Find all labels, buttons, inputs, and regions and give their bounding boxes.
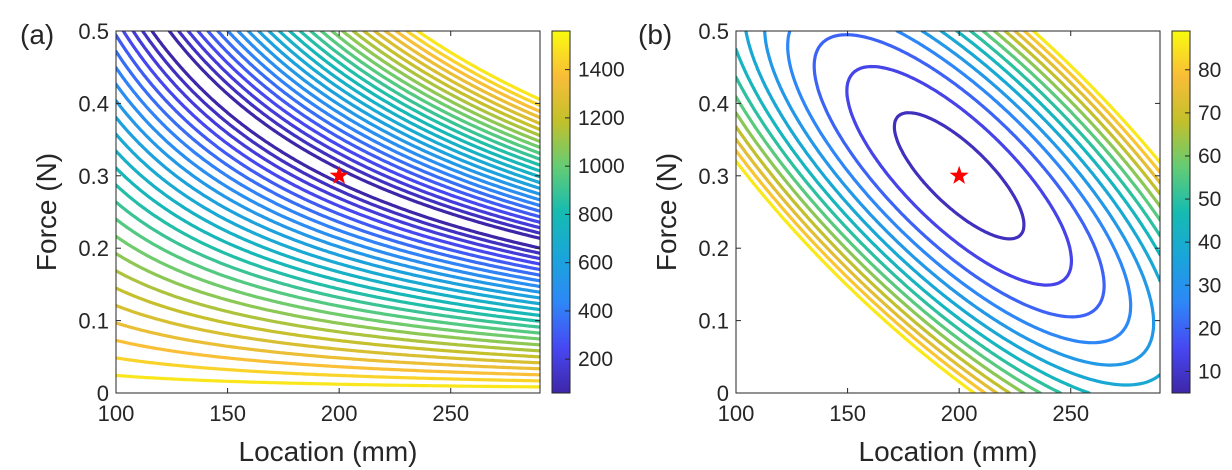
contour-line-level-16 — [116, 31, 540, 335]
contour-line-level-8 — [116, 31, 540, 289]
contour-line-level-8 — [736, 31, 1160, 393]
panel-a-axes-box — [115, 30, 541, 394]
panel-b-contours — [736, 31, 1160, 393]
y-tick-label: 0.3 — [78, 164, 109, 189]
colorbar-tick-label: 10 — [1198, 360, 1221, 383]
y-tick-label: 0.5 — [78, 19, 109, 44]
x-tick-label: 100 — [98, 401, 135, 426]
panel-b-minimum-star-marker — [949, 165, 969, 184]
contour-line-level-13 — [736, 31, 1160, 393]
contour-line-level-15 — [116, 31, 540, 329]
colorbar-tick-label: 30 — [1198, 274, 1221, 297]
contour-line-level-13 — [116, 31, 540, 317]
panel-b-x-axis-label: Location (mm) — [859, 436, 1038, 467]
contour-line-level-2 — [141, 31, 540, 255]
y-tick-label: 0.2 — [78, 236, 109, 261]
colorbar-tick-label: 1200 — [578, 107, 625, 130]
contour-line-level-14 — [736, 31, 1160, 393]
panel-a-colorbar-ticks: 200 400 600 800 1000 1200 1400 — [565, 59, 625, 371]
contour-line-level-5 — [763, 31, 1156, 367]
y-tick-label: 0 — [97, 381, 109, 406]
x-tick-label: 250 — [432, 401, 469, 426]
contour-line-level-1 — [150, 31, 540, 250]
y-tick-label: 0.2 — [698, 236, 729, 261]
colorbar-tick-label: 800 — [578, 203, 613, 226]
panel-b-colorbar-ticks: 10 20 30 40 50 60 70 80 — [1185, 59, 1221, 383]
x-tick-label: 200 — [941, 401, 978, 426]
y-tick-label: 0.4 — [78, 91, 109, 116]
contour-line-level-3 — [812, 33, 1106, 319]
colorbar-tick-label: 1000 — [578, 155, 625, 178]
contour-line-level-1 — [892, 111, 1026, 241]
colorbar-tick-label: 400 — [578, 300, 613, 323]
colorbar-tick-label: 50 — [1198, 188, 1221, 211]
contour-line-level-19 — [116, 31, 540, 353]
colorbar-tick-label: 20 — [1198, 317, 1221, 340]
colorbar-tick-label: 1400 — [578, 59, 625, 82]
colorbar-tick-label: 60 — [1198, 145, 1221, 168]
contour-line-level-2 — [845, 64, 1073, 287]
contour-line-level-12 — [736, 31, 1160, 393]
x-tick-label: 250 — [1052, 401, 1089, 426]
contour-line-level-6 — [744, 31, 1160, 387]
contour-line-level-6 — [116, 31, 540, 277]
contour-line-level-17 — [116, 31, 540, 341]
contour-line-level-9 — [116, 31, 540, 294]
contour-line-level-24 — [116, 31, 540, 383]
contour-line-level-11 — [736, 31, 1160, 393]
panel-a-ticks: 100 150 200 250 0 0.1 0.2 0.3 0.4 0.5 — [78, 19, 540, 426]
x-tick-label: 150 — [829, 401, 866, 426]
panel-a-minimum-star-marker — [329, 165, 349, 184]
x-tick-label: 150 — [209, 401, 246, 426]
contour-line-level-22 — [116, 31, 540, 371]
panel-b-colorbar — [1171, 30, 1191, 394]
colorbar-tick-label: 200 — [578, 348, 613, 371]
contour-line-level-21 — [116, 31, 540, 365]
contour-line-level-4 — [786, 31, 1133, 345]
colorbar-tick-label: 80 — [1198, 59, 1221, 82]
panel-a-label: (a) — [20, 19, 54, 50]
x-tick-label: 200 — [321, 401, 358, 426]
panel-b: (b) 100 150 200 250 0 0.1 0.2 0.3 0.4 0.5 Locatio… — [638, 19, 1221, 467]
contour-line-level-9 — [736, 31, 1160, 393]
colorbar-tick-label: 40 — [1198, 231, 1221, 254]
panel-a-x-axis-label: Location (mm) — [239, 436, 418, 467]
y-tick-label: 0.3 — [698, 164, 729, 189]
contour-line-level-5 — [116, 31, 540, 272]
y-tick-label: 0.5 — [698, 19, 729, 44]
contour-line-level-7 — [736, 31, 1160, 393]
y-tick-label: 0.1 — [698, 309, 729, 334]
panel-b-label: (b) — [638, 19, 672, 50]
y-tick-label: 0 — [717, 381, 729, 406]
contour-line-level-23 — [116, 31, 540, 377]
y-tick-label: 0.4 — [698, 91, 729, 116]
colorbar-tick-label: 70 — [1198, 102, 1221, 125]
contour-line-level-3 — [131, 31, 540, 261]
contour-line-level-12 — [116, 31, 540, 312]
y-tick-label: 0.1 — [78, 309, 109, 334]
panel-a: (a) 100 150 200 250 0 0.1 0.2 0.3 0.4 0.5 Locatio… — [20, 19, 625, 467]
contour-line-level-11 — [116, 31, 540, 306]
panel-b-axes-box — [735, 30, 1161, 394]
panel-a-y-axis-label: Force (N) — [31, 153, 62, 271]
colorbar-tick-label: 600 — [578, 252, 613, 275]
x-tick-label: 100 — [718, 401, 755, 426]
contour-line-level-7 — [116, 31, 540, 283]
panel-b-y-axis-label: Force (N) — [651, 153, 682, 271]
contour-line-level-14 — [116, 31, 540, 323]
contour-line-level-25 — [116, 31, 540, 389]
panel-a-colorbar — [551, 30, 571, 394]
contour-line-level-18 — [116, 31, 540, 347]
panel-b-ticks: 100 150 200 250 0 0.1 0.2 0.3 0.4 0.5 — [698, 19, 1160, 426]
